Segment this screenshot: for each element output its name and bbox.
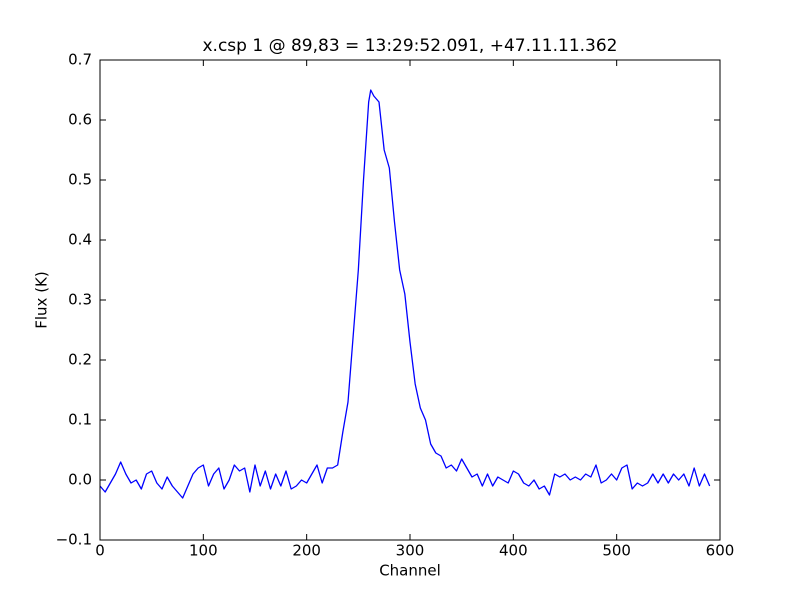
- y-tick-label: 0.1: [68, 411, 92, 429]
- chart-title: x.csp 1 @ 89,83 = 13:29:52.091, +47.11.1…: [202, 36, 617, 56]
- plot-frame: [99, 59, 721, 541]
- x-tick-label: 300: [396, 542, 425, 560]
- y-tick-label: 0.7: [68, 51, 92, 69]
- y-tick-label: 0.2: [68, 351, 92, 369]
- y-tick-label: 0.0: [68, 471, 92, 489]
- line-series: [99, 89, 711, 499]
- x-axis-label: Channel: [379, 562, 441, 580]
- y-tick-label: 0.4: [68, 231, 92, 249]
- x-tick-label: 100: [189, 542, 218, 560]
- x-tick-label: 0: [95, 542, 105, 560]
- x-tick-label: 500: [602, 542, 631, 560]
- y-tick-label: 0.3: [68, 291, 92, 309]
- x-tick-label: 600: [706, 542, 735, 560]
- y-tick-label: −0.1: [56, 531, 92, 549]
- y-tick-label: 0.6: [68, 111, 92, 129]
- x-tick-label: 400: [499, 542, 528, 560]
- y-tick-label: 0.5: [68, 171, 92, 189]
- y-axis-label: Flux (K): [33, 271, 51, 329]
- x-tick-label: 200: [292, 542, 321, 560]
